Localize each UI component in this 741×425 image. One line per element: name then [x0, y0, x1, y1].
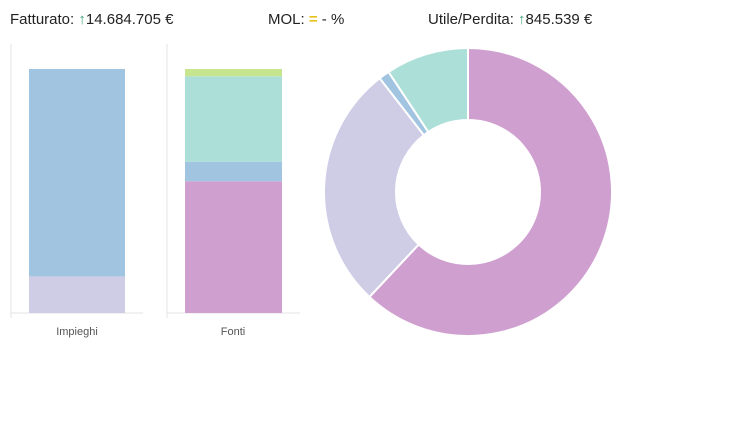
bar-fonti-segment-0[interactable]: [185, 181, 282, 313]
bar-fonti-segment-1[interactable]: [185, 161, 282, 182]
equals-icon: =: [308, 11, 318, 28]
kpi-value: - %: [321, 11, 345, 28]
kpi-value: 845.539 €: [525, 11, 593, 28]
kpi-value: 14.684.705 €: [85, 11, 174, 28]
bar-fonti-segment-3[interactable]: [185, 69, 282, 77]
tick-label-fonti: Fonti: [221, 326, 245, 338]
donut-slice-1[interactable]: [323, 76, 426, 299]
bar-fonti-segment-2[interactable]: [185, 76, 282, 162]
kpi-mol: MOL: = - %: [268, 11, 344, 28]
bar-impieghi-segment-0[interactable]: [29, 276, 125, 313]
kpi-label: Fatturato:: [10, 11, 75, 28]
donut-slice-0[interactable]: [368, 46, 613, 337]
arrow-up-icon: ↑: [518, 11, 526, 28]
tick-label-impieghi: Impieghi: [56, 326, 98, 338]
kpi-label: Utile/Perdita:: [428, 11, 514, 28]
kpi-utile: Utile/Perdita: ↑845.539 €: [428, 11, 592, 28]
arrow-up-icon: ↑: [78, 11, 86, 28]
kpi-fatturato: Fatturato: ↑14.684.705 €: [10, 11, 173, 28]
donut-slice-3[interactable]: [387, 46, 469, 134]
bar-impieghi-segment-1[interactable]: [29, 69, 125, 277]
kpi-label: MOL:: [268, 11, 305, 28]
